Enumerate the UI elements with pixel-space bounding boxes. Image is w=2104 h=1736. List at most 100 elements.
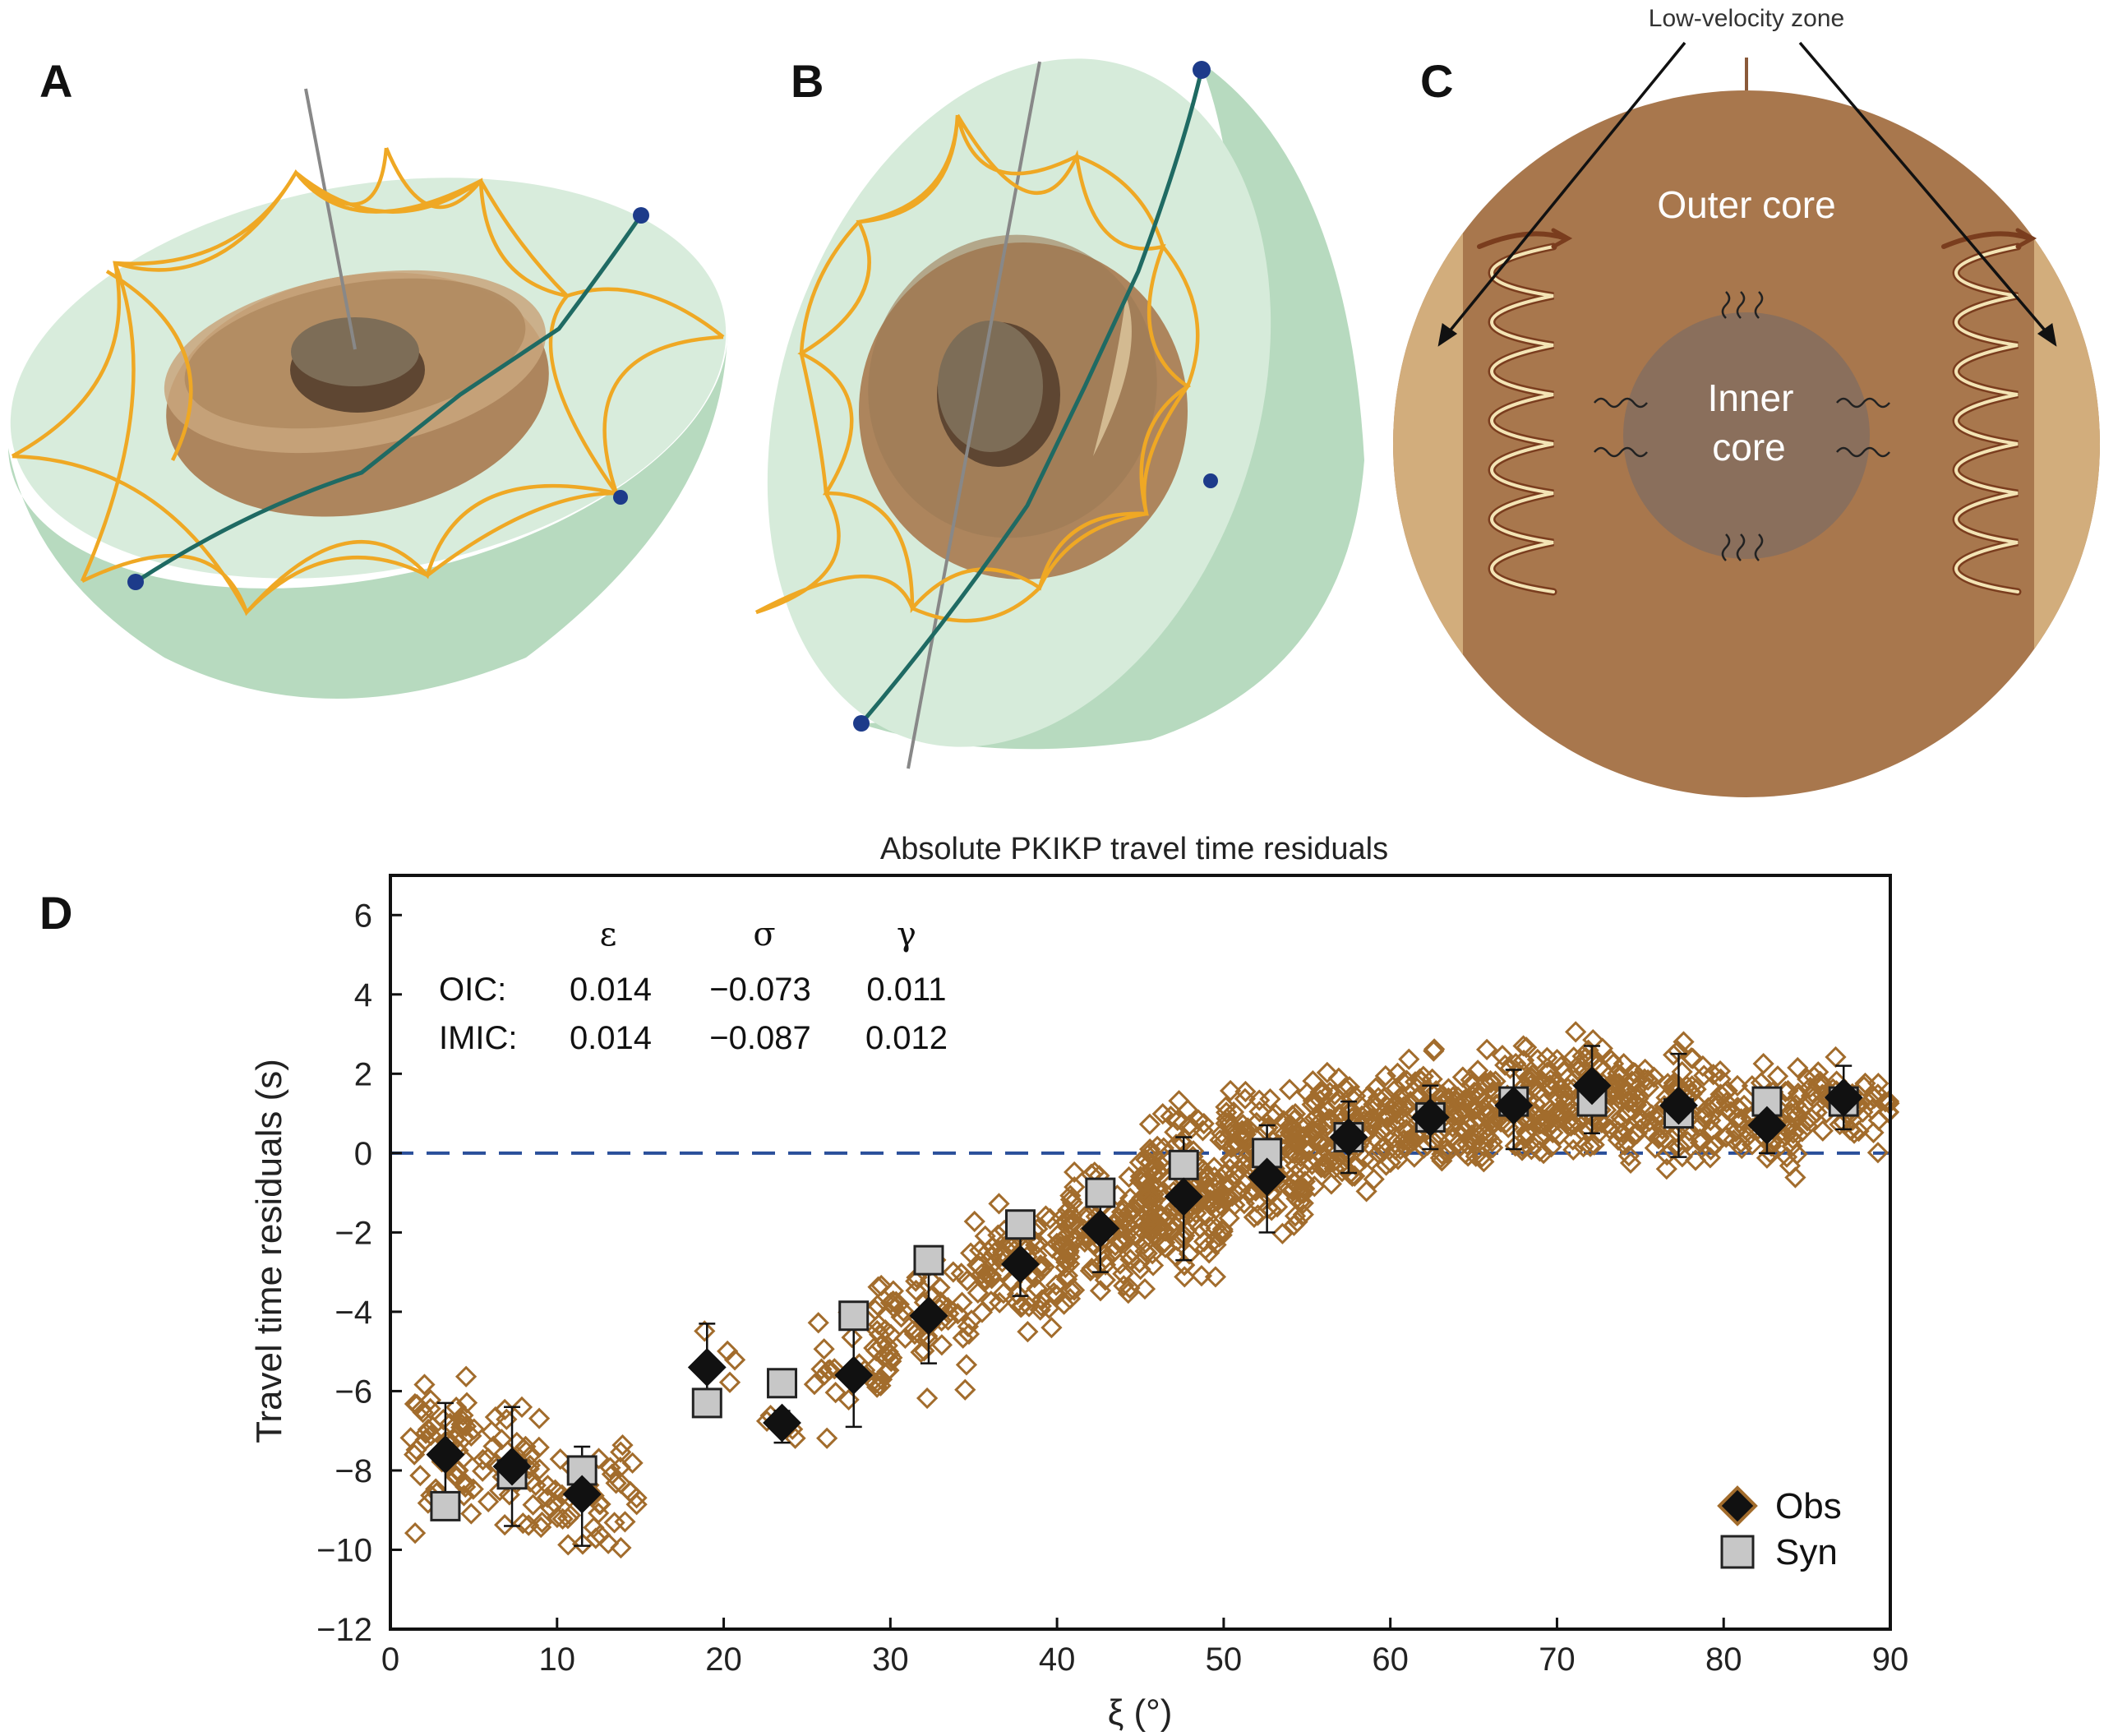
obs-scatter-point xyxy=(1726,1074,1749,1097)
obs-scatter-point xyxy=(1528,1113,1550,1135)
syn-point xyxy=(691,1387,722,1419)
obs-scatter-point xyxy=(980,1267,1003,1290)
obs-scatter-point xyxy=(1449,1135,1471,1157)
obs-scatter-point xyxy=(1387,1097,1410,1120)
obs-scatter-point xyxy=(1797,1068,1819,1091)
obs-scatter-point xyxy=(1511,1136,1534,1158)
obs-scatter-point xyxy=(874,1318,897,1341)
obs-scatter-point xyxy=(810,1358,833,1380)
lvz-band-right xyxy=(2034,222,2100,682)
param-oic-epsilon: 0.014 xyxy=(570,972,652,1008)
obs-scatter-point xyxy=(807,1312,829,1334)
obs-scatter-point xyxy=(929,1277,951,1299)
obs-scatter-point xyxy=(1340,1086,1362,1108)
syn-point xyxy=(913,1244,944,1276)
obs-scatter-point xyxy=(1787,1056,1809,1079)
obs-scatter-point xyxy=(1284,1126,1306,1148)
param-oic-sigma: −0.073 xyxy=(709,972,810,1008)
panel-c-label: C xyxy=(1420,55,1453,107)
panel-b-station-1 xyxy=(853,715,870,732)
obs-scatter-point xyxy=(1050,1207,1073,1229)
y-tick-label: 4 xyxy=(354,977,372,1013)
legend-syn-marker xyxy=(1720,1535,1755,1569)
obs-scatter-point xyxy=(1009,1295,1031,1318)
obs-scatter-point xyxy=(1278,1078,1301,1101)
obs-point xyxy=(492,1447,532,1486)
obs-scatter-point xyxy=(1279,1121,1301,1144)
obs-scatter-point xyxy=(1390,1085,1412,1107)
obs-scatter-point xyxy=(549,1448,571,1471)
obs-scatter-point xyxy=(956,1269,978,1292)
obs-scatter-point xyxy=(1384,1110,1406,1133)
obs-scatter-point xyxy=(1284,1205,1307,1227)
obs-scatter-point xyxy=(1134,1231,1157,1254)
obs-point xyxy=(426,1435,465,1475)
obs-scatter-point xyxy=(1610,1064,1632,1087)
obs-scatter-point xyxy=(893,1300,915,1323)
obs-scatter-point xyxy=(1061,1204,1083,1227)
panel-b-core-sliver xyxy=(1093,296,1132,456)
syn-point xyxy=(1085,1177,1116,1208)
obs-scatter-point xyxy=(1161,1212,1184,1235)
obs-scatter-point xyxy=(1636,1069,1659,1092)
obs-scatter-point xyxy=(481,1420,503,1443)
inner-core-label-1: Inner xyxy=(1708,376,1794,419)
helix-right xyxy=(1941,228,2037,596)
param-header-gamma: γ xyxy=(897,916,916,953)
obs-scatter-point xyxy=(1560,1115,1582,1138)
obs-point xyxy=(1164,1177,1203,1217)
obs-scatter-point xyxy=(1283,1214,1305,1236)
obs-scatter-point xyxy=(1196,1165,1218,1187)
obs-scatter-point xyxy=(1379,1151,1402,1174)
obs-scatter-point xyxy=(445,1397,468,1419)
y-tick-label: 0 xyxy=(354,1136,372,1172)
obs-scatter-point xyxy=(528,1407,551,1429)
param-header-epsilon: ε xyxy=(600,916,617,953)
obs-scatter-point xyxy=(1499,1057,1521,1079)
obs-scatter-point xyxy=(1680,1047,1703,1069)
obs-scatter-point xyxy=(1604,1073,1626,1095)
obs-scatter-point xyxy=(1306,1105,1328,1127)
x-tick-label: 90 xyxy=(1872,1641,1909,1678)
obs-scatter-point xyxy=(1193,1112,1215,1135)
obs-scatter-point xyxy=(865,1372,887,1394)
obs-scatter-point xyxy=(988,1193,1010,1215)
obs-scatter-point xyxy=(1512,1035,1534,1057)
obs-scatter-point xyxy=(813,1338,835,1360)
obs-scatter-point xyxy=(1361,1113,1383,1135)
obs-scatter-point xyxy=(980,1245,1003,1268)
obs-scatter-point xyxy=(1442,1096,1464,1118)
obs-scatter-point xyxy=(1134,1240,1156,1263)
obs-scatter-point xyxy=(1223,1163,1245,1186)
chart-title: Absolute PKIKP travel time residuals xyxy=(880,832,1388,866)
outer-core-label: Outer core xyxy=(1657,183,1835,226)
obs-scatter-point xyxy=(1691,1055,1714,1078)
obs-scatter-point xyxy=(1728,1097,1750,1120)
obs-scatter-point xyxy=(1325,1091,1347,1113)
obs-scatter-point xyxy=(905,1270,927,1292)
param-oic-gamma: 0.011 xyxy=(866,972,946,1008)
obs-scatter-point xyxy=(1129,1166,1151,1188)
obs-scatter-point xyxy=(1318,1108,1340,1130)
obs-scatter-point xyxy=(1709,1060,1732,1083)
obs-scatter-point xyxy=(1174,1266,1196,1288)
panel-a-teal-ray xyxy=(134,214,644,584)
obs-scatter-point xyxy=(1294,1177,1316,1200)
obs-scatter-point xyxy=(814,1364,836,1386)
obs-scatter-point xyxy=(1094,1269,1116,1291)
panel-b-label: B xyxy=(791,55,824,107)
obs-scatter-point xyxy=(609,1456,631,1479)
obs-scatter-point xyxy=(455,1392,478,1414)
y-tick-label: −4 xyxy=(335,1295,372,1331)
obs-scatter-point xyxy=(505,1431,528,1454)
obs-scatter-point xyxy=(1520,1066,1543,1089)
obs-scatter-point xyxy=(1308,1132,1331,1154)
obs-scatter-point xyxy=(1166,1109,1188,1132)
obs-scatter-point xyxy=(952,1327,974,1349)
obs-scatter-point xyxy=(723,1349,746,1371)
obs-scatter-point xyxy=(1780,1102,1802,1124)
obs-scatter-point xyxy=(717,1340,739,1363)
obs-scatter-point xyxy=(1027,1232,1050,1254)
obs-scatter-point xyxy=(1089,1280,1112,1302)
obs-scatter-point xyxy=(1784,1101,1806,1124)
